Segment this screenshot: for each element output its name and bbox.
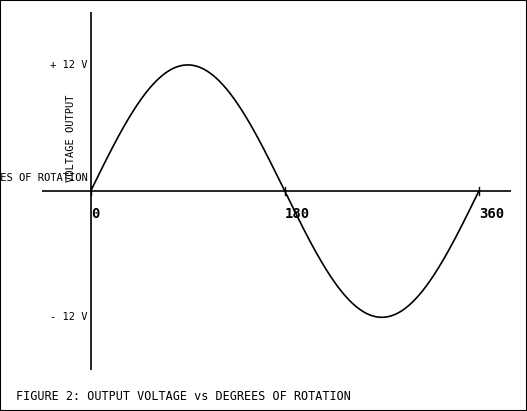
Text: 360: 360	[479, 207, 504, 221]
Text: 0: 0	[91, 207, 99, 221]
Text: - 12 V: - 12 V	[50, 312, 87, 322]
Text: DEGREES OF ROTATION: DEGREES OF ROTATION	[0, 173, 87, 183]
Text: FIGURE 2: OUTPUT VOLTAGE vs DEGREES OF ROTATION: FIGURE 2: OUTPUT VOLTAGE vs DEGREES OF R…	[16, 390, 350, 403]
Text: VOLTAGE OUTPUT: VOLTAGE OUTPUT	[66, 95, 76, 182]
Text: + 12 V: + 12 V	[50, 60, 87, 70]
Text: 180: 180	[285, 207, 310, 221]
